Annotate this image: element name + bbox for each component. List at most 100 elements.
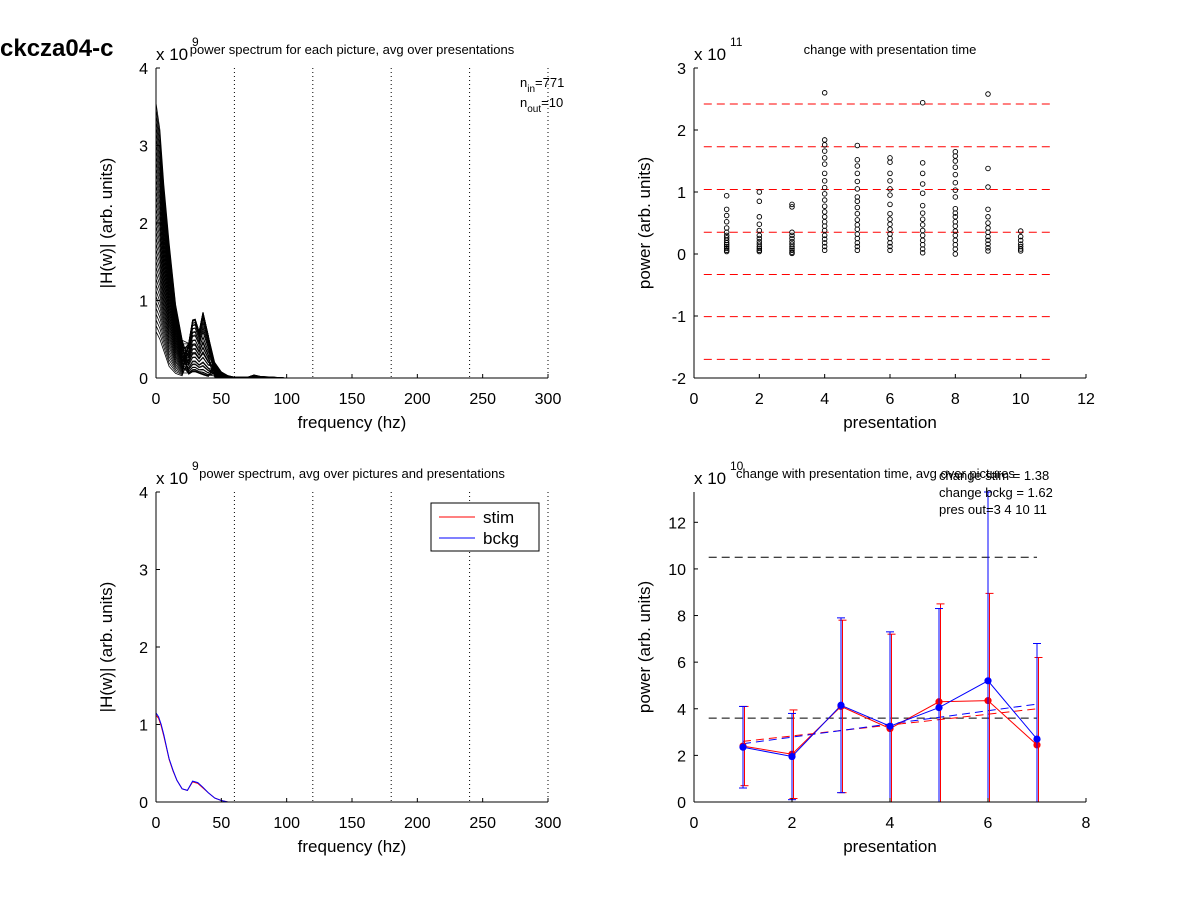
data-point	[821, 203, 828, 210]
y-tick-label: 4	[677, 702, 686, 719]
stats-annotation: change bckg = 1.62	[939, 485, 1053, 500]
spectrum-curve	[155, 143, 548, 379]
data-point	[919, 216, 926, 223]
legend-box	[430, 502, 540, 552]
axis-exponent: x 10	[694, 469, 726, 488]
x-tick-label: 0	[152, 391, 161, 408]
data-point	[789, 243, 795, 250]
series-marker-bckg	[886, 722, 894, 730]
y-axis-label: power (arb. units)	[635, 581, 654, 713]
data-point	[789, 235, 795, 242]
data-point	[952, 210, 959, 216]
x-tick-label: 150	[339, 391, 366, 408]
y-tick-label: 10	[668, 562, 686, 579]
data-point	[952, 171, 959, 178]
x-tick-label: 50	[212, 391, 230, 408]
data-point	[919, 232, 926, 239]
data-point	[1017, 233, 1024, 240]
x-tick-label: 50	[212, 815, 230, 832]
data-point	[1017, 246, 1024, 252]
data-point	[985, 245, 991, 251]
x-tick-label: 12	[1077, 391, 1095, 408]
spectrum-curve	[155, 249, 548, 379]
data-point	[821, 161, 828, 167]
spectrum-curve	[155, 126, 548, 379]
x-tick-label: 300	[535, 815, 562, 832]
data-point	[919, 160, 926, 166]
data-point	[789, 204, 795, 210]
data-point	[1017, 228, 1024, 234]
y-tick-label: 0	[139, 371, 148, 388]
data-point	[887, 216, 893, 223]
series-line-stim	[155, 714, 548, 803]
data-point	[821, 247, 828, 254]
data-point	[985, 91, 991, 97]
panel-title: change with presentation time, avg over …	[736, 466, 1015, 481]
data-point	[887, 178, 893, 184]
n-out-annotation: nout=10	[520, 95, 563, 115]
data-point	[854, 142, 861, 149]
axis-exponent: x 10	[694, 45, 726, 64]
data-point	[723, 245, 730, 252]
data-point	[821, 197, 828, 203]
y-tick-label: 8	[677, 609, 686, 626]
y-tick-label: 2	[677, 748, 686, 765]
data-point	[821, 90, 828, 96]
data-point	[919, 190, 926, 196]
data-point	[919, 246, 926, 252]
data-point	[789, 201, 795, 208]
data-point	[854, 204, 861, 211]
spectrum-curve	[155, 214, 548, 379]
data-point	[919, 222, 926, 228]
data-point	[789, 250, 795, 257]
data-point	[789, 247, 795, 254]
data-point	[985, 241, 991, 247]
data-point	[756, 235, 763, 242]
panel-title: change with presentation time	[804, 42, 977, 57]
y-tick-label: 2	[139, 640, 148, 657]
data-point	[854, 170, 861, 177]
spectrum-curve	[155, 155, 548, 379]
data-point	[821, 155, 828, 161]
panel-power-spectrum-each-picture: 0 50 100 150 200 250 300 0 1 2 3 4 frequency (hz) |H(…	[97, 35, 564, 432]
data-point	[723, 248, 730, 255]
spectrum-curve	[155, 132, 548, 379]
data-point	[723, 206, 730, 213]
x-tick-label: 150	[339, 815, 366, 832]
data-point	[821, 191, 828, 197]
spectrum-curve	[155, 208, 548, 379]
data-point	[919, 210, 926, 216]
data-point	[756, 189, 763, 195]
series-marker-bckg	[788, 752, 796, 761]
y-tick-label: 1	[139, 294, 148, 311]
stats-annotation: pres out=3 4 10 11	[939, 502, 1047, 517]
data-point	[952, 194, 959, 200]
series-marker-bckg	[837, 701, 845, 709]
panel-title: power spectrum, avg over pictures and pr…	[199, 466, 505, 481]
x-axis-label: frequency (hz)	[298, 413, 407, 432]
x-axis-label: presentation	[843, 413, 937, 432]
y-tick-label: 0	[677, 795, 686, 812]
y-tick-label: 0	[139, 795, 148, 812]
x-tick-label: 100	[273, 391, 300, 408]
data-point	[821, 232, 828, 239]
data-point	[756, 248, 763, 255]
y-tick-label: 6	[677, 655, 686, 672]
x-tick-label: 8	[951, 391, 960, 408]
data-point	[821, 243, 828, 250]
spectrum-curve	[155, 237, 548, 379]
data-point	[789, 229, 795, 236]
spectrum-curve	[155, 161, 548, 379]
spectrum-curve	[155, 114, 548, 379]
data-point	[723, 240, 730, 246]
axis-exponent: x 10	[156, 469, 188, 488]
data-point	[887, 201, 893, 208]
data-point	[821, 137, 828, 143]
data-point	[723, 229, 730, 236]
data-point	[756, 214, 763, 220]
x-axis-label: presentation	[843, 837, 937, 856]
data-point	[854, 243, 861, 250]
panel-change-avg-over-pictures: 0 2 4 6 8 0 2 4 6 8 10 12 presentation power (arb. un…	[635, 459, 1091, 856]
data-point	[821, 209, 828, 215]
data-point	[756, 245, 763, 252]
